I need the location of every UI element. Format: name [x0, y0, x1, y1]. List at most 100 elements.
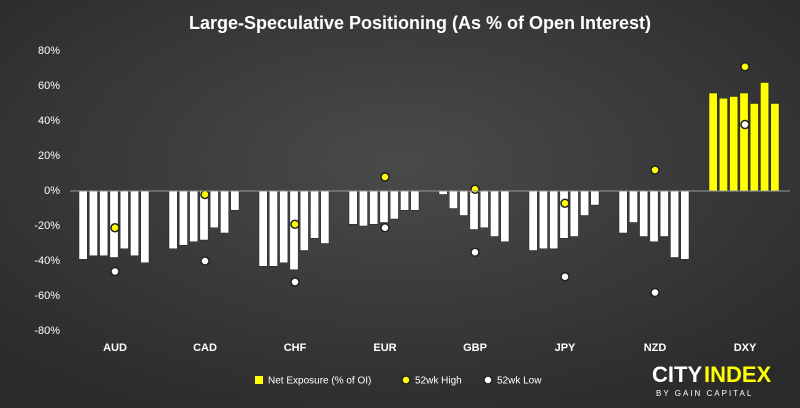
bar	[770, 103, 780, 192]
dot-1	[650, 165, 660, 175]
bar	[559, 190, 569, 239]
legend-swatch	[483, 375, 493, 385]
bar	[130, 190, 139, 256]
bar	[590, 190, 600, 206]
dot-2	[470, 247, 480, 257]
bar	[629, 190, 638, 223]
bar	[539, 190, 548, 249]
chart-title: Large-Speculative Positioning (As % of O…	[189, 13, 651, 33]
logo: CITY INDEX BY GAIN CAPITAL	[652, 362, 772, 398]
x-tick-label: NZD	[644, 342, 667, 354]
bar	[500, 190, 510, 242]
bar	[220, 190, 229, 234]
x-tick-label: CAD	[193, 342, 217, 354]
dot-2	[380, 223, 390, 233]
bar	[89, 190, 98, 256]
bar	[649, 190, 659, 242]
bar	[310, 190, 319, 239]
bar	[618, 190, 628, 234]
logo-tagline: BY GAIN CAPITAL	[656, 389, 753, 398]
dot-2	[110, 266, 120, 277]
bar	[179, 190, 188, 246]
bar	[708, 92, 718, 192]
legend-label: Net Exposure (% of OI)	[268, 376, 371, 387]
dot-2	[200, 256, 210, 266]
dot-1	[470, 184, 480, 194]
bar	[639, 190, 649, 237]
dot-1	[380, 172, 390, 182]
bar	[78, 190, 88, 260]
dot-2	[650, 287, 660, 298]
dot-2	[740, 119, 750, 130]
bar	[140, 190, 150, 263]
dot-1	[560, 198, 570, 208]
bar	[168, 190, 178, 249]
bar	[258, 190, 268, 267]
dot-1	[290, 219, 300, 229]
bar	[490, 190, 499, 237]
x-tick-label: CHF	[284, 342, 307, 354]
bar	[209, 190, 219, 228]
bar	[739, 92, 749, 192]
bar	[569, 190, 579, 237]
bar	[289, 190, 299, 270]
y-tick-label: 20%	[38, 150, 60, 162]
y-tick-label: -40%	[34, 255, 60, 267]
bar	[359, 190, 368, 227]
bar	[389, 190, 399, 220]
bar	[320, 190, 330, 244]
legend-swatch	[255, 376, 263, 384]
bar	[749, 103, 759, 192]
y-tick-label: 40%	[38, 115, 60, 127]
dot-1	[110, 223, 120, 233]
bar	[469, 190, 479, 230]
bar	[438, 190, 448, 195]
bar	[459, 190, 469, 216]
bar	[719, 98, 728, 192]
bar	[400, 190, 409, 211]
y-tick-label: 80%	[38, 45, 60, 57]
bar	[449, 190, 458, 209]
x-tick-label: DXY	[734, 342, 757, 354]
bar	[680, 190, 690, 260]
bar	[379, 190, 389, 223]
y-tick-label: 0%	[44, 185, 60, 197]
bar	[549, 190, 559, 249]
bar	[230, 190, 240, 211]
x-tick-label: JPY	[555, 342, 576, 354]
logo-part1: CITY	[652, 362, 702, 387]
bar	[528, 190, 538, 251]
legend-label: 52wk High	[415, 376, 462, 387]
bar	[119, 190, 129, 249]
bar	[760, 82, 769, 192]
bar	[670, 190, 679, 258]
dot-1	[200, 189, 210, 200]
bar	[99, 190, 109, 256]
x-tick-label: AUD	[103, 342, 127, 354]
bar	[189, 190, 199, 242]
dot-2	[290, 277, 300, 287]
y-tick-label: -60%	[34, 290, 60, 302]
y-tick-label: -80%	[34, 325, 60, 337]
bar	[299, 190, 309, 251]
bar	[479, 190, 489, 228]
legend-swatch	[401, 375, 411, 385]
y-tick-label: 60%	[38, 80, 60, 92]
bar	[269, 190, 278, 267]
y-tick-label: -20%	[34, 220, 60, 232]
bar	[580, 190, 589, 216]
dot-1	[740, 62, 750, 72]
bar	[659, 190, 669, 237]
bar	[410, 190, 420, 211]
bar	[279, 190, 289, 263]
logo-part2: INDEX	[704, 362, 772, 387]
dot-2	[560, 272, 570, 282]
bar	[369, 190, 379, 225]
bar	[729, 96, 739, 192]
legend-label: 52wk Low	[497, 376, 542, 387]
bar	[348, 190, 358, 225]
x-tick-label: GBP	[463, 342, 487, 354]
x-tick-label: EUR	[373, 342, 396, 354]
